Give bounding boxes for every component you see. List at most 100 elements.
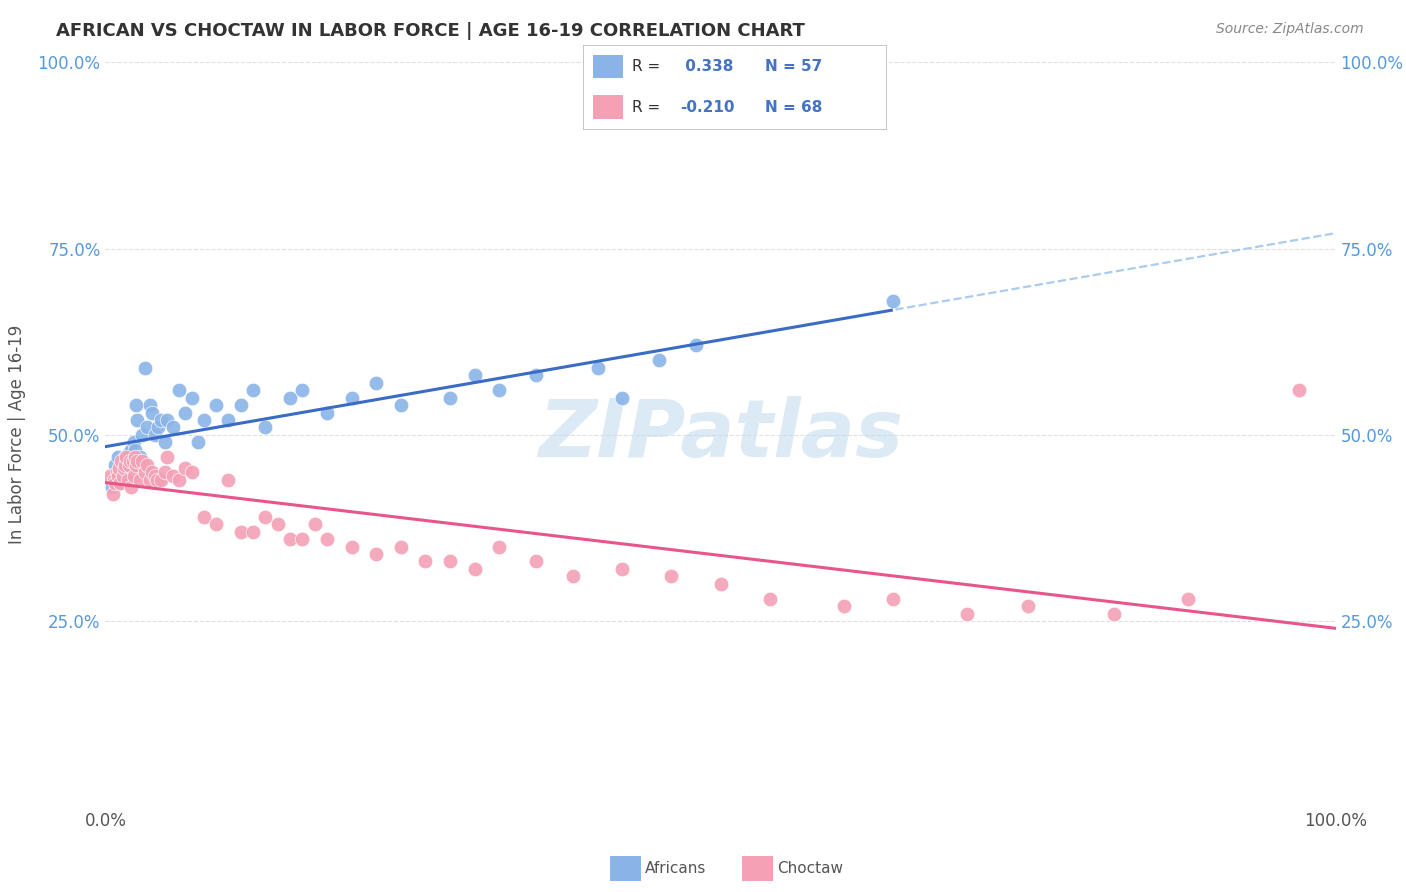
Text: R =: R =	[631, 100, 665, 115]
Point	[98, 468, 122, 483]
Point	[291, 383, 314, 397]
Point	[120, 454, 141, 468]
Point	[101, 487, 124, 501]
Point	[242, 524, 264, 539]
Point	[174, 461, 197, 475]
Text: Africans: Africans	[645, 862, 707, 876]
Point	[110, 476, 132, 491]
Point	[562, 569, 585, 583]
Point	[439, 554, 461, 568]
Point	[114, 450, 136, 465]
Point	[103, 473, 125, 487]
Point	[107, 450, 129, 465]
Point	[1288, 383, 1310, 397]
Point	[488, 383, 510, 397]
Point	[291, 532, 314, 546]
Point	[488, 540, 510, 554]
Point	[149, 473, 172, 487]
Point	[136, 420, 159, 434]
Point	[115, 450, 138, 465]
Point	[415, 554, 437, 568]
Point	[103, 468, 125, 483]
Point	[169, 473, 191, 487]
Point	[278, 391, 301, 405]
Text: AFRICAN VS CHOCTAW IN LABOR FORCE | AGE 16-19 CORRELATION CHART: AFRICAN VS CHOCTAW IN LABOR FORCE | AGE …	[56, 22, 806, 40]
Text: -0.210: -0.210	[681, 100, 735, 115]
Text: N = 57: N = 57	[765, 59, 823, 74]
Point	[121, 454, 143, 468]
Point	[218, 473, 240, 487]
Point	[162, 468, 184, 483]
Point	[117, 458, 139, 472]
Point	[153, 435, 176, 450]
Point	[366, 376, 388, 390]
Point	[340, 540, 363, 554]
Point	[134, 360, 156, 375]
Point	[146, 473, 169, 487]
Point	[148, 420, 170, 434]
Point	[143, 428, 166, 442]
Point	[120, 480, 142, 494]
Y-axis label: In Labor Force | Age 16-19: In Labor Force | Age 16-19	[8, 326, 27, 544]
Text: R =: R =	[631, 59, 665, 74]
Point	[143, 468, 166, 483]
Point	[122, 468, 145, 483]
Point	[110, 454, 132, 468]
Point	[685, 338, 707, 352]
Point	[124, 442, 146, 457]
Point	[118, 446, 141, 460]
Point	[586, 360, 609, 375]
Point	[304, 517, 326, 532]
Point	[389, 398, 412, 412]
Point	[1017, 599, 1039, 614]
Point	[389, 540, 412, 554]
Point	[1177, 591, 1199, 606]
Point	[111, 454, 134, 468]
Point	[610, 391, 633, 405]
Point	[104, 458, 127, 472]
Point	[117, 473, 139, 487]
Point	[524, 554, 547, 568]
Point	[187, 435, 209, 450]
Point	[141, 405, 163, 419]
Point	[315, 532, 337, 546]
Point	[524, 368, 547, 383]
Point	[134, 465, 156, 479]
Point	[162, 420, 184, 434]
Point	[124, 450, 146, 465]
Point	[759, 591, 782, 606]
Text: 0.338: 0.338	[681, 59, 734, 74]
Point	[114, 458, 136, 472]
Point	[138, 398, 162, 412]
Point	[229, 398, 252, 412]
Point	[193, 509, 215, 524]
Point	[107, 473, 129, 487]
Point	[129, 450, 152, 465]
Point	[122, 435, 145, 450]
Point	[610, 562, 633, 576]
Point	[661, 569, 683, 583]
Point	[180, 465, 202, 479]
Point	[110, 476, 132, 491]
Point	[138, 473, 162, 487]
Bar	[592, 54, 623, 78]
Point	[115, 468, 138, 483]
Point	[104, 476, 127, 491]
Point	[141, 465, 163, 479]
Point	[118, 458, 141, 472]
Point	[121, 454, 143, 468]
Point	[882, 293, 904, 308]
Point	[107, 468, 129, 483]
Point	[205, 517, 228, 532]
Point	[315, 405, 337, 419]
Point	[125, 398, 148, 412]
Point	[1102, 607, 1125, 621]
Point	[127, 454, 149, 468]
Point	[229, 524, 252, 539]
Point	[156, 450, 179, 465]
Text: ZIPatlas: ZIPatlas	[538, 396, 903, 474]
Point	[149, 413, 172, 427]
Point	[127, 413, 149, 427]
Point	[100, 480, 122, 494]
Point	[366, 547, 388, 561]
